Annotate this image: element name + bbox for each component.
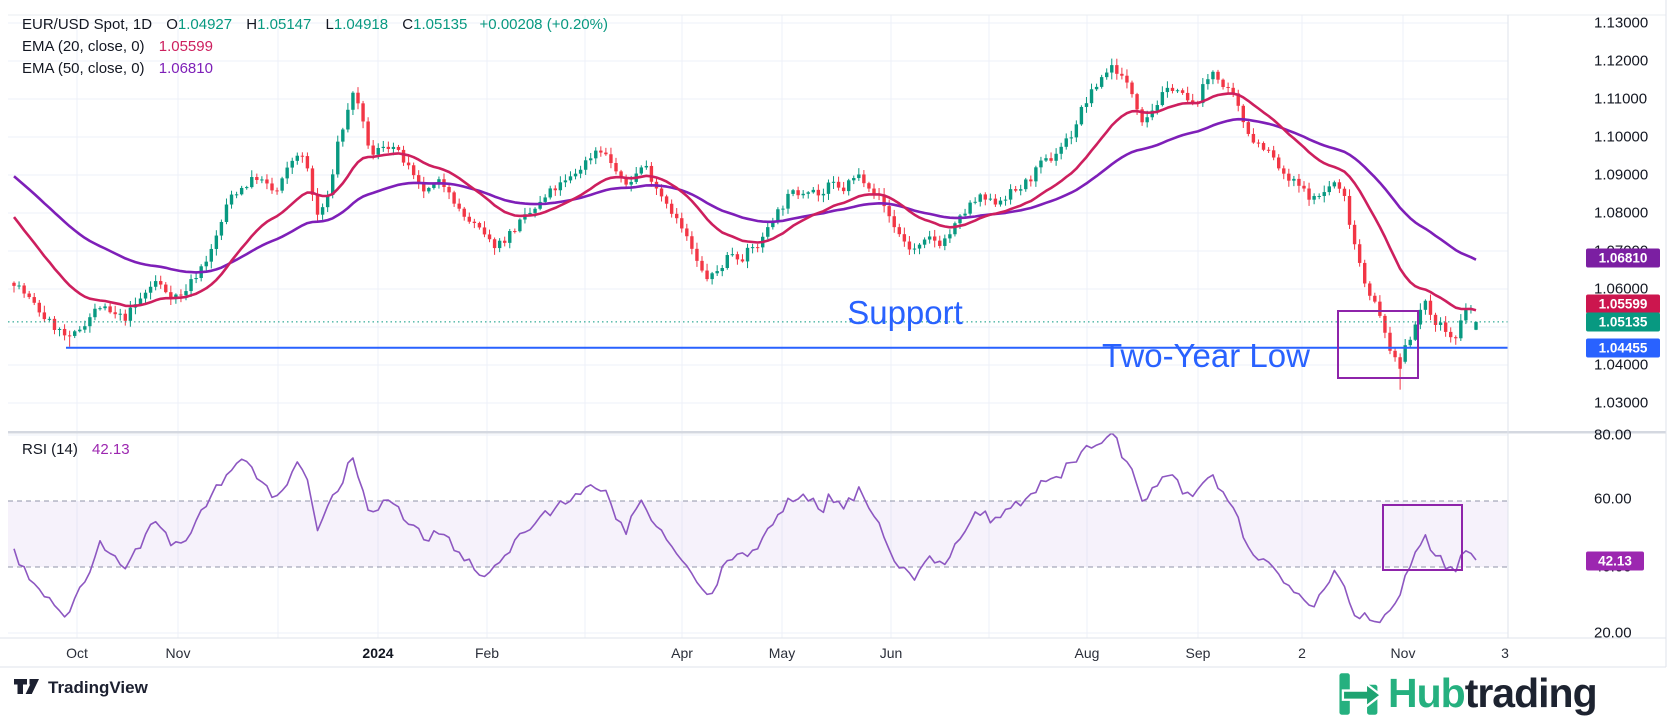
open-value: 1.04927 [177,16,233,33]
ema20-line[interactable] [12,92,1477,312]
price-tick-label: 1.04000 [1594,356,1649,374]
price-tick-label: 1.12000 [1594,52,1649,70]
time-tick-label: Apr [671,645,693,661]
rsi-value: 42.13 [92,441,130,458]
price-tick-label: 1.10000 [1594,128,1649,146]
ema50-value: 1.06810 [158,60,213,77]
rsi-tick-label: 20.00 [1594,624,1632,642]
rsi-highlight-rect[interactable] [1382,504,1463,571]
symbol-ohlc-row: EUR/USD Spot, 1D O1.04927 H1.05147 L1.04… [22,14,608,36]
price-tick-label: 1.13000 [1594,14,1649,32]
ema50-legend-row: EMA (50, close, 0) 1.06810 [22,58,608,80]
rsi-line[interactable] [13,432,1477,624]
ema20-price-badge: 1.05599 [1586,294,1660,314]
price-highlight-rect[interactable] [1337,310,1419,379]
ema50-price-badge: 1.06810 [1586,248,1660,268]
change-value: +0.00208 (+0.20%) [479,16,608,33]
symbol-legend: EUR/USD Spot, 1D O1.04927 H1.05147 L1.04… [22,14,608,80]
time-tick-label: Aug [1074,645,1100,661]
last-price-badge: 1.05135 [1586,312,1660,332]
ema20-label: EMA (20, close, 0) [22,38,145,55]
footer-bar: TradingView Hubtrading [0,668,1675,718]
rsi-tick-label: 60.00 [1594,490,1632,508]
time-tick-label: Jun [879,645,903,661]
two-year-low-annotation-text[interactable]: Two-Year Low [1102,337,1310,374]
chart-canvas[interactable] [0,0,1675,668]
time-tick-label: Sep [1185,645,1211,661]
time-tick-label: Nov [165,645,191,661]
rsi-tick-label: 80.00 [1594,426,1632,444]
hubtrading-logo: Hubtrading [1336,670,1598,717]
price-tick-label: 1.09000 [1594,166,1649,184]
time-tick-label: Feb [474,645,500,661]
symbol-title: EUR/USD Spot, 1D [22,16,153,33]
price-tick-label: 1.06000 [1594,280,1649,298]
support-price-badge: 1.04455 [1586,338,1660,358]
price-tick-label: 1.03000 [1594,394,1649,412]
candlestick-series[interactable] [12,58,1478,390]
ema50-label: EMA (50, close, 0) [22,60,145,77]
rsi-value-badge: 42.13 [1586,551,1644,571]
high-value: 1.05147 [257,16,312,33]
hubtrading-wordmark-trading: trading [1464,670,1598,716]
rsi-legend: RSI (14) 42.13 [22,441,130,458]
ema50-line[interactable] [13,117,1477,274]
low-label: L [325,16,334,33]
open-label: O [166,16,178,33]
tradingview-logo[interactable]: TradingView [14,678,148,698]
time-tick-label: 3 [1501,645,1509,661]
price-tick-label: 1.08000 [1594,204,1649,222]
close-label: C [402,16,414,33]
ema20-legend-row: EMA (20, close, 0) 1.05599 [22,36,608,58]
tradingview-icon [14,679,39,694]
rsi-label: RSI (14) [22,441,78,458]
hubtrading-wordmark-hub: Hub [1388,670,1466,716]
tradingview-wordmark: TradingView [48,678,148,697]
time-tick-label: May [768,645,796,661]
close-value: 1.05135 [413,16,468,33]
time-tick-label: 2 [1298,645,1306,661]
price-tick-label: 1.11000 [1594,90,1648,108]
hubtrading-wordmark: Hubtrading [1388,670,1598,717]
time-tick-label: Oct [66,645,88,661]
support-annotation-text[interactable]: Support [847,294,963,331]
ema20-value: 1.05599 [158,38,213,55]
high-label: H [246,16,258,33]
low-value: 1.04918 [333,16,389,33]
time-tick-label: 2024 [362,645,394,661]
time-tick-label: Nov [1390,645,1416,661]
grid-layer [8,15,1508,638]
pane-divider[interactable] [8,431,1666,434]
rsi-band [8,501,1508,567]
hubtrading-icon [1339,672,1382,715]
